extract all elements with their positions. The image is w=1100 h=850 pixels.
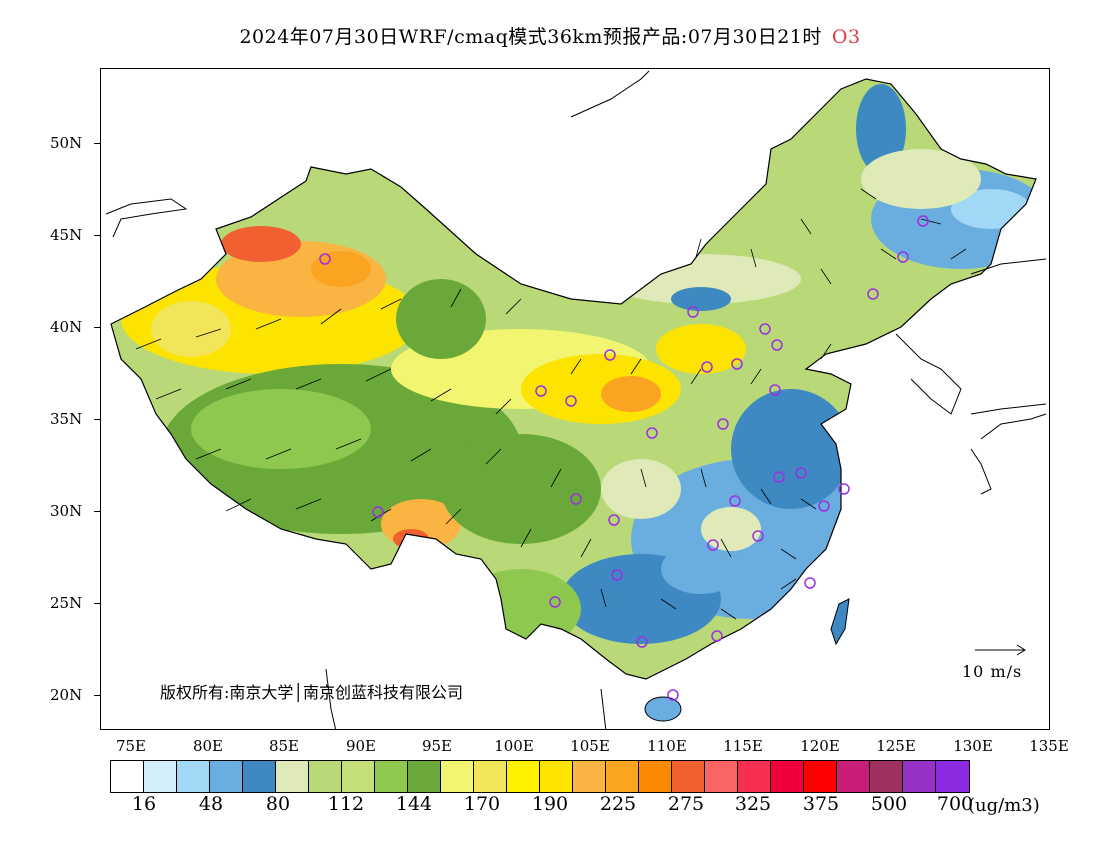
colorbar-cell	[903, 761, 936, 792]
colorbar-cell	[111, 761, 144, 792]
colorbar-cell	[177, 761, 210, 792]
colorbar-cell	[837, 761, 870, 792]
colorbar-cell	[705, 761, 738, 792]
wind-scale-label: 10 m/s	[962, 662, 1023, 681]
lat-label-50n: 50N	[50, 134, 83, 152]
wind-scale-arrow	[975, 644, 1026, 656]
lon-label-125e: 125E	[876, 737, 916, 755]
lon-label-80e: 80E	[192, 737, 224, 755]
lat-tick	[94, 603, 100, 604]
colorbar-label: 700	[936, 793, 974, 815]
colorbar-cell	[672, 761, 705, 792]
lon-label-115e: 115E	[723, 737, 763, 755]
lon-label-135e: 135E	[1029, 737, 1069, 755]
lat-label-40n: 40N	[50, 318, 83, 336]
colorbar-cell	[936, 761, 969, 792]
lon-label-85e: 85E	[268, 737, 300, 755]
colorbar-cell	[507, 761, 540, 792]
forecast-map[interactable]	[100, 68, 1050, 730]
colorbar-cell	[375, 761, 408, 792]
colorbar-cell	[210, 761, 243, 792]
colorbar-cell	[573, 761, 606, 792]
colorbar-cell	[606, 761, 639, 792]
colorbar-unit: (ug/m3)	[968, 795, 1040, 816]
lat-label-25n: 25N	[50, 594, 83, 612]
balkhash-outline	[105, 198, 188, 238]
colorbar-label: 275	[667, 793, 705, 815]
colorbar-cell	[441, 761, 474, 792]
korea-coastline	[970, 258, 1047, 275]
copyright-notice: 版权所有:南京大学│南京创蓝科技有限公司	[160, 683, 464, 702]
colorbar-cell	[870, 761, 903, 792]
lat-tick	[94, 143, 100, 144]
colorbar	[110, 760, 970, 793]
colorbar-cell	[144, 761, 177, 792]
station-markers	[319, 215, 929, 701]
colorbar-cell	[474, 761, 507, 792]
colorbar-cell	[408, 761, 441, 792]
lat-tick	[94, 235, 100, 236]
lon-label-90e: 90E	[345, 737, 377, 755]
taiwan-island	[830, 598, 850, 646]
colorbar-label: 170	[463, 793, 501, 815]
lat-tick	[94, 511, 100, 512]
colorbar-cell	[276, 761, 309, 792]
japan-coastline	[970, 403, 1047, 495]
lon-label-105e: 105E	[570, 737, 610, 755]
wind-vectors	[135, 188, 967, 620]
colorbar-cell	[639, 761, 672, 792]
colorbar-cell	[804, 761, 837, 792]
hainan-island	[644, 696, 682, 722]
southeast-asia-coastline	[325, 668, 607, 729]
lon-label-110e: 110E	[647, 737, 687, 755]
colorbar-cell	[771, 761, 804, 792]
lon-label-75e: 75E	[115, 737, 147, 755]
map-title: 2024年07月30日WRF/cmaq模式36km预报产品:07月30日21时 O…	[0, 22, 1100, 49]
colorbar-cell	[540, 761, 573, 792]
colorbar-cell	[309, 761, 342, 792]
colorbar-cell	[342, 761, 375, 792]
korea-peninsula-outline	[895, 333, 962, 415]
title-text: 2024年07月30日WRF/cmaq模式36km预报产品:07月30日21时	[239, 26, 822, 48]
lon-label-100e: 100E	[494, 737, 534, 755]
lon-label-120e: 120E	[800, 737, 840, 755]
colorbar-cell	[738, 761, 771, 792]
colorbar-label: 225	[599, 793, 637, 815]
lon-label-95e: 95E	[421, 737, 453, 755]
colorbar-cell	[243, 761, 276, 792]
colorbar-label: 80	[265, 793, 291, 815]
colorbar-label: 48	[198, 793, 224, 815]
colorbar-label: 190	[531, 793, 569, 815]
colorbar-label: 500	[870, 793, 908, 815]
lat-label-45n: 45N	[50, 226, 83, 244]
colorbar-label: 112	[327, 793, 365, 815]
colorbar-label: 325	[734, 793, 772, 815]
colorbar-label: 16	[131, 793, 157, 815]
colorbar-label: 144	[395, 793, 433, 815]
colorbar-label: 375	[802, 793, 840, 815]
country-boundary	[110, 78, 1037, 680]
map-canvas	[105, 70, 1047, 729]
lat-label-30n: 30N	[50, 502, 83, 520]
lat-label-35n: 35N	[50, 410, 83, 428]
lat-tick	[94, 695, 100, 696]
lake-baikal-outline	[570, 70, 650, 118]
lon-label-130e: 130E	[953, 737, 993, 755]
pollutant-label: O3	[831, 26, 861, 48]
lat-tick	[94, 327, 100, 328]
lat-tick	[94, 419, 100, 420]
lat-label-20n: 20N	[50, 686, 83, 704]
